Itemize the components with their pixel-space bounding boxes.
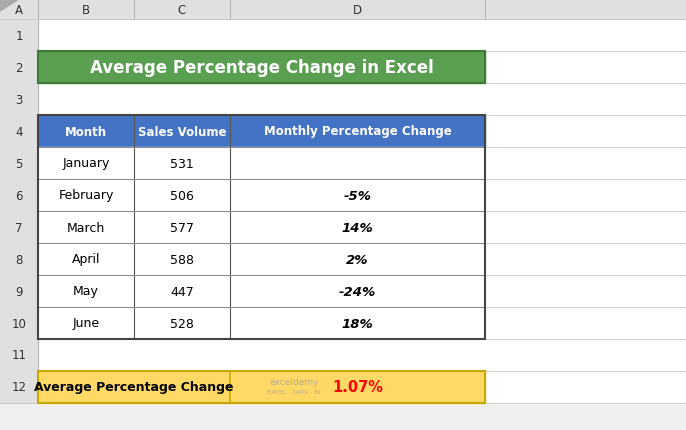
Bar [0,147,686,180]
Text: -24%: -24% [339,285,376,298]
Text: 7: 7 [15,221,23,234]
Bar [0,84,686,116]
Bar [0,212,38,243]
Text: 447: 447 [170,285,194,298]
Bar [0,243,38,275]
Polygon shape [0,0,19,12]
Text: Average Percentage Change: Average Percentage Change [34,381,234,393]
Bar [0,339,38,371]
Bar [134,147,230,180]
Text: D: D [353,3,362,16]
Bar [38,243,134,275]
Text: 1.07%: 1.07% [332,380,383,395]
Text: January: January [62,157,110,170]
Bar [0,20,686,52]
Text: Sales Volume: Sales Volume [138,125,226,138]
Text: 10: 10 [12,317,27,330]
Bar [230,180,485,212]
Bar [134,243,230,275]
Text: 4: 4 [15,125,23,138]
Text: 8: 8 [15,253,23,266]
Bar [38,52,485,84]
Text: exceldemy: exceldemy [269,378,318,387]
Bar [38,116,485,339]
Bar [38,116,134,147]
Text: 577: 577 [170,221,194,234]
Text: 531: 531 [170,157,194,170]
Text: 14%: 14% [342,221,373,234]
Text: EXCEL · DATA · BI: EXCEL · DATA · BI [267,390,320,395]
Text: 18%: 18% [342,317,373,330]
Bar [0,84,38,116]
Bar [38,371,485,403]
Bar [0,0,686,20]
Bar [134,180,230,212]
Bar [0,339,686,371]
Text: Monthly Percentage Change: Monthly Percentage Change [263,125,451,138]
Bar [0,116,686,147]
Bar [230,307,485,339]
Text: February: February [58,189,114,202]
Bar [0,147,38,180]
Bar [0,275,38,307]
Bar [38,371,485,403]
Bar [134,275,230,307]
Text: 528: 528 [170,317,194,330]
Text: 506: 506 [170,189,194,202]
Text: -5%: -5% [344,189,372,202]
Bar [230,243,485,275]
Bar [38,52,485,84]
Text: 9: 9 [15,285,23,298]
Bar [0,180,38,212]
Text: June: June [73,317,99,330]
Bar [230,212,485,243]
Bar [0,307,686,339]
Bar [0,52,38,84]
Bar [134,212,230,243]
Bar [0,243,686,275]
Text: C: C [178,3,186,16]
Bar [0,307,38,339]
Bar [38,147,134,180]
Text: 588: 588 [170,253,194,266]
Bar [38,180,134,212]
Bar [0,212,686,243]
Bar [38,212,134,243]
Bar [230,147,485,180]
Bar [134,116,230,147]
Bar [0,180,686,212]
Text: March: March [67,221,105,234]
Text: 12: 12 [12,381,27,393]
Text: A: A [15,3,23,16]
Text: Average Percentage Change in Excel: Average Percentage Change in Excel [90,59,434,77]
Bar [0,52,686,84]
Bar [0,275,686,307]
Bar [0,116,38,147]
Bar [0,20,38,52]
Text: 3: 3 [15,93,23,106]
Text: Month: Month [65,125,107,138]
Bar [0,371,38,403]
Bar [230,116,485,147]
Text: 2%: 2% [346,253,369,266]
Bar [38,275,134,307]
Text: 6: 6 [15,189,23,202]
Text: 5: 5 [15,157,23,170]
Bar [38,307,134,339]
Bar [0,371,686,403]
Text: 2: 2 [15,61,23,74]
Text: May: May [73,285,99,298]
Bar [230,275,485,307]
Text: 11: 11 [12,349,27,362]
Text: B: B [82,3,90,16]
Text: April: April [72,253,100,266]
Bar [134,307,230,339]
Text: 1: 1 [15,29,23,43]
